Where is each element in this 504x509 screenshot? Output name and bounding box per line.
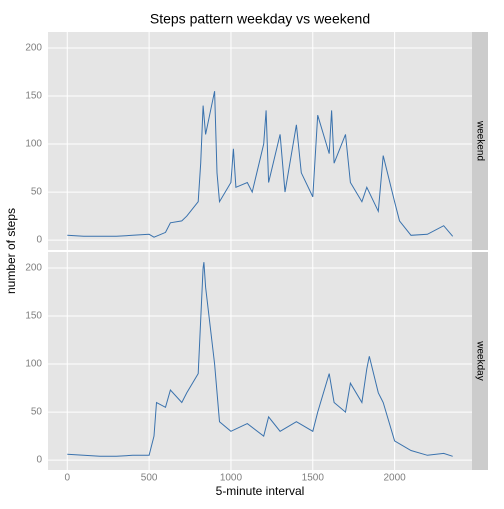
y-tick-label: 50 [31, 407, 43, 418]
x-tick-label: 2000 [383, 473, 406, 484]
x-tick-label: 0 [64, 473, 70, 484]
y-tick-label: 0 [36, 455, 42, 466]
y-tick-label: 150 [25, 311, 42, 322]
y-tick-label: 100 [25, 139, 42, 150]
chart-title: Steps pattern weekday vs weekend [150, 11, 370, 27]
x-tick-label: 1500 [302, 473, 325, 484]
strip [472, 252, 488, 470]
panel-background [48, 32, 472, 250]
strip-label: weekend [474, 120, 485, 161]
line [67, 262, 453, 457]
y-tick-label: 200 [25, 263, 42, 274]
x-axis-title: 5-minute interval [216, 484, 305, 498]
strip-label: weekday [474, 340, 485, 380]
y-axis-title: number of steps [4, 208, 18, 294]
y-tick-label: 150 [25, 91, 42, 102]
y-tick-label: 50 [31, 187, 43, 198]
strip [472, 32, 488, 250]
y-tick-label: 0 [36, 235, 42, 246]
y-tick-label: 200 [25, 43, 42, 54]
y-tick-label: 100 [25, 359, 42, 370]
x-tick-label: 1000 [220, 473, 243, 484]
panel-background [48, 252, 472, 470]
line [67, 91, 454, 238]
x-tick-label: 500 [141, 473, 158, 484]
